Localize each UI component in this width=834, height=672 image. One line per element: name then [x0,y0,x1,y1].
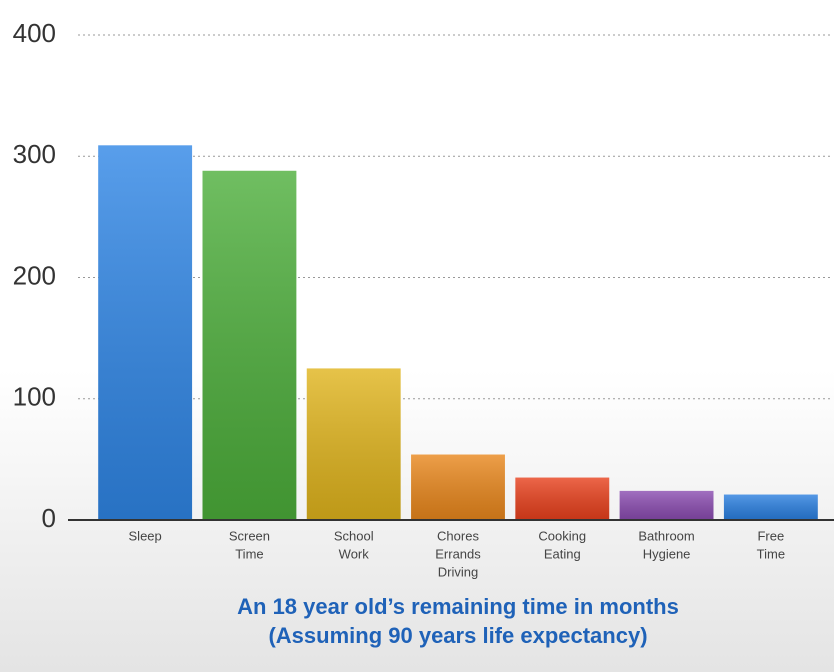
bar-shade [515,477,610,520]
chart-subtitle: (Assuming 90 years life expectancy) [268,623,647,648]
x-tick-label: Errands [435,546,481,561]
x-tick-label: Sleep [129,528,162,543]
y-tick-label: 400 [13,18,56,48]
x-tick-label: Driving [438,564,478,579]
x-tick-label: Chores [437,528,479,543]
x-tick-label: School [334,528,374,543]
x-tick-label: Free [757,528,784,543]
y-tick-label: 100 [13,382,56,412]
x-tick-label: Time [757,546,785,561]
bar-shade [619,490,714,520]
bar-shade [202,170,297,521]
y-tick-label: 0 [42,503,56,533]
x-tick-label: Time [235,546,263,561]
x-tick-label: Work [339,546,370,561]
bar-shade [723,494,818,520]
x-tick-label: Screen [229,528,270,543]
bar-shade [98,145,193,520]
x-tick-label: Hygiene [643,546,691,561]
y-tick-label: 300 [13,139,56,169]
x-tick-label: Cooking [538,528,586,543]
bar-shade [411,454,505,520]
y-tick-label: 200 [13,260,56,290]
x-tick-label: Bathroom [638,528,694,543]
bar-shade [306,368,401,520]
x-tick-label: Eating [544,546,581,561]
chart-title: An 18 year old’s remaining time in month… [237,594,679,619]
